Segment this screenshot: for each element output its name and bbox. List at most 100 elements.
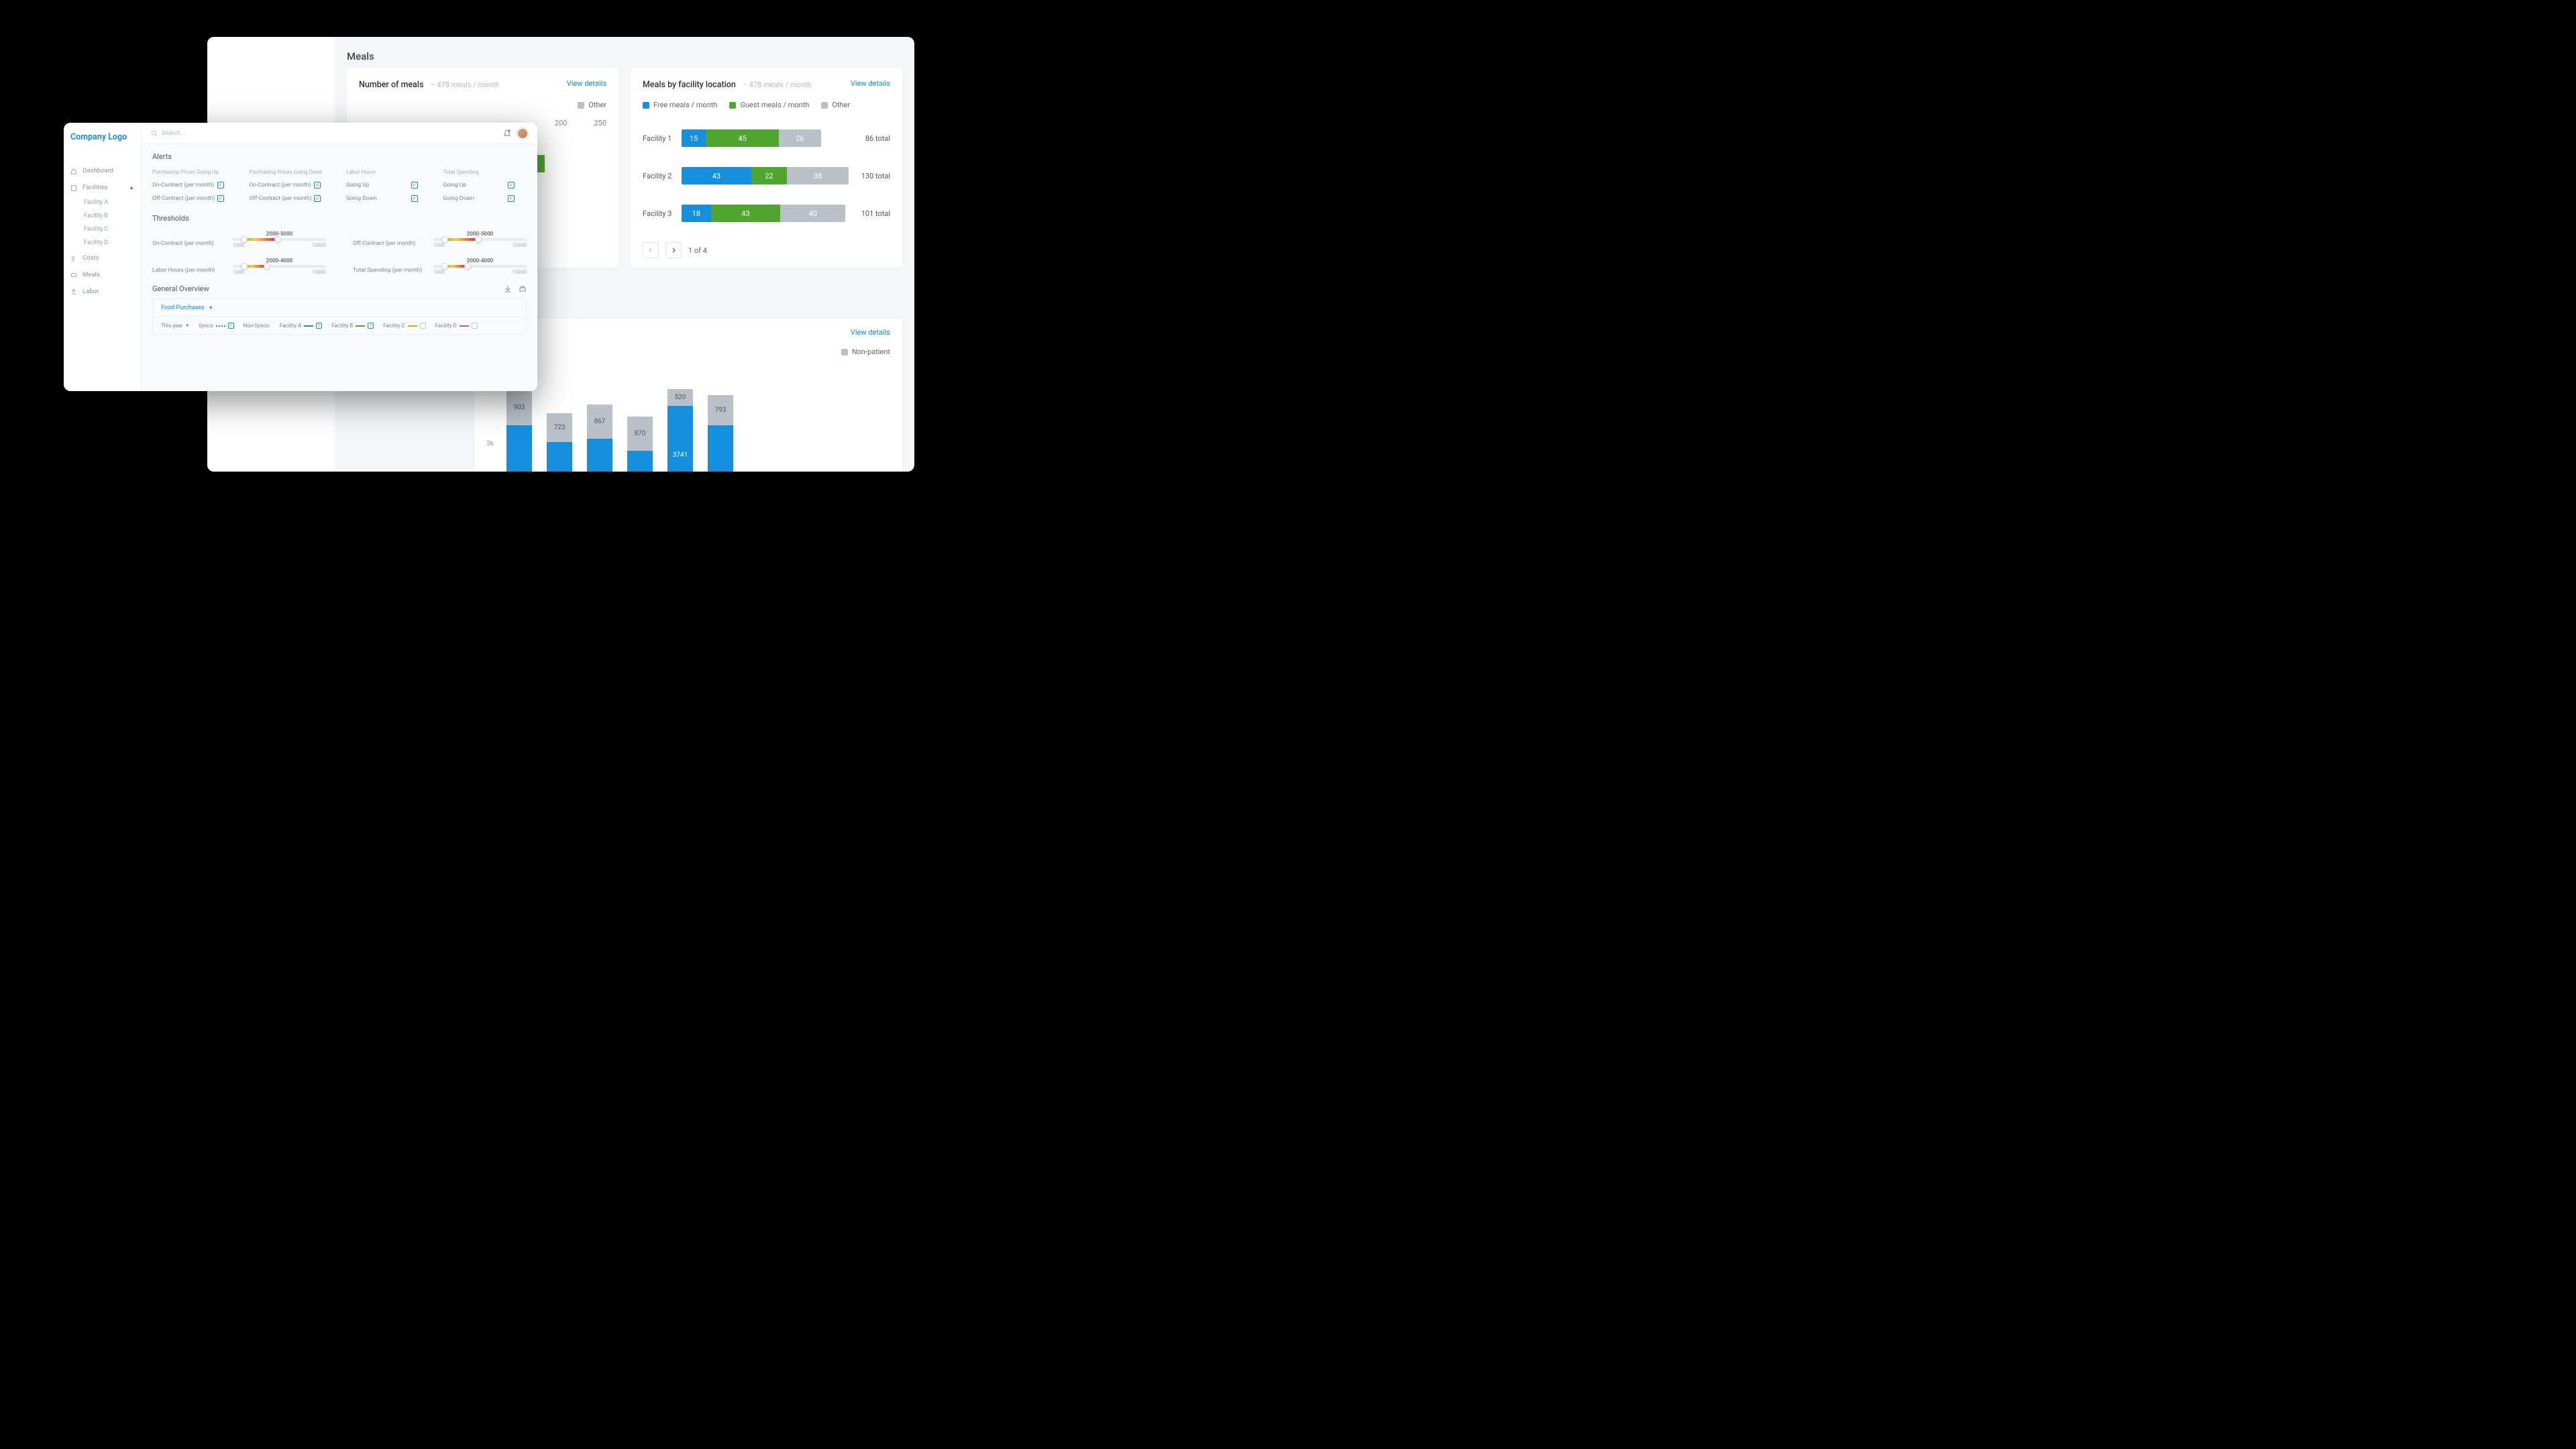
caret-down-icon: ▼ [185, 323, 189, 328]
slider-thumb-right[interactable] [475, 236, 482, 243]
bar-top-segment: 870 [627, 417, 653, 450]
alert-row: On-Contract (per month)✓ [250, 182, 333, 189]
slider-track[interactable] [233, 265, 326, 268]
slider-thumb-left[interactable] [441, 236, 448, 243]
overview-dropdown-box: Food Purchases ▼ This year ▼ Sysco✓Non-S… [152, 299, 527, 335]
section-meals-title: Meals [335, 37, 914, 68]
home-icon [70, 168, 77, 174]
filter-swatch [216, 325, 225, 327]
slider-range-label: 2000-4000 [233, 258, 326, 264]
slider-thumb-right[interactable] [264, 263, 270, 270]
threshold-item: Labor Hours (per month) 2000-4000 100010… [152, 258, 326, 275]
facility-label: Facility 2 [643, 172, 682, 180]
bell-icon[interactable] [502, 129, 512, 138]
filter-checkbox[interactable]: ✓ [316, 323, 322, 329]
filter-checkbox[interactable] [472, 323, 478, 329]
bar-column: 793 [708, 383, 733, 472]
filter-item[interactable]: Sysco✓ [199, 323, 233, 329]
filter-checkbox[interactable]: ✓ [228, 323, 234, 329]
threshold-label: Total Spending (per month) [353, 267, 427, 274]
bar-segment: 18 [682, 205, 711, 222]
filter-row: This year ▼ Sysco✓Non-Sysco:Facility A✓F… [153, 317, 526, 334]
bar-segment: 45 [706, 129, 779, 147]
bar-bottom-segment: 3741 [667, 406, 693, 472]
slider-thumb-left[interactable] [441, 263, 448, 270]
search-input[interactable]: Search … [151, 130, 497, 137]
nav-labor[interactable]: Labor [70, 283, 134, 300]
avatar[interactable] [517, 128, 528, 139]
slider-range-label: 2000-5000 [433, 231, 527, 237]
slider-thumb-left[interactable] [241, 236, 248, 243]
slider-thumb-left[interactable] [241, 263, 248, 270]
slider-track[interactable] [233, 238, 326, 241]
bar-column: 903 [506, 383, 532, 472]
nav-facility-d[interactable]: Facility D [70, 236, 134, 250]
bar-top-segment: 520 [667, 389, 693, 406]
slider-thumb-right[interactable] [464, 263, 471, 270]
caret-down-icon: ▼ [209, 305, 213, 311]
page-prev-button[interactable] [643, 242, 659, 258]
checkbox[interactable]: ✓ [314, 195, 321, 202]
card-title: Number of meals [359, 80, 424, 90]
company-logo: Company Logo [70, 132, 134, 142]
nav-dashboard[interactable]: Dashboard [70, 162, 134, 179]
filter-swatch [356, 325, 365, 327]
legend-nonpatient: Non-patient [841, 347, 890, 356]
slider-thumb-right[interactable] [274, 236, 281, 243]
nav-meals[interactable]: Meals [70, 266, 134, 283]
nav-facility-c[interactable]: Facility C [70, 223, 134, 236]
nav-facility-b[interactable]: Facility B [70, 209, 134, 223]
filter-item[interactable]: Facility A✓ [280, 323, 322, 329]
chart-y-axis: 2k 3k 4k [486, 383, 494, 472]
facility-row: Facility 3 184340 101 total [643, 205, 890, 222]
caret-up-icon: ▲ [129, 184, 134, 191]
filter-checkbox[interactable] [420, 323, 426, 329]
threshold-label: Labor Hours (per month) [152, 267, 226, 274]
legend-other: Other [821, 101, 850, 109]
checkbox[interactable]: ✓ [411, 195, 418, 202]
facility-bar: 184340 [682, 205, 845, 222]
nav-facility-a[interactable]: Facility A [70, 196, 134, 209]
download-icon[interactable] [504, 285, 512, 293]
bar-column: 867 [587, 383, 612, 472]
checkbox[interactable]: ✓ [314, 182, 321, 189]
filter-item[interactable]: Facility B✓ [331, 323, 374, 329]
nav-costs[interactable]: $ Costs [70, 250, 134, 266]
legend-swatch [841, 349, 848, 356]
bar-segment: 43 [682, 167, 751, 184]
print-icon[interactable] [519, 285, 527, 293]
filter-checkbox[interactable]: ✓ [368, 323, 374, 329]
filter-item[interactable]: Facility D [435, 323, 478, 329]
slider-track[interactable] [433, 265, 527, 268]
threshold-item: Off-Contract (per month) 2000-5000 10001… [353, 231, 527, 248]
bar-bottom-segment [587, 439, 612, 472]
arrow-left-icon [647, 247, 654, 254]
bar-bottom-segment [708, 425, 733, 472]
food-purchases-dropdown[interactable]: Food Purchases ▼ [153, 299, 526, 317]
bar-segment: 40 [780, 205, 845, 222]
front-main: Search … Alerts Purchasing Prices Going … [142, 123, 537, 391]
filter-swatch [304, 325, 313, 327]
page-next-button[interactable] [665, 242, 682, 258]
view-details-link[interactable]: View details [851, 79, 890, 88]
facility-total: 130 total [849, 172, 890, 180]
checkbox[interactable]: ✓ [217, 182, 224, 189]
filter-item[interactable]: Facility C [383, 323, 425, 329]
bar-top-segment: 723 [547, 413, 572, 442]
checkbox[interactable]: ✓ [411, 182, 418, 189]
slider-track[interactable] [433, 238, 527, 241]
view-details-link[interactable]: View details [851, 328, 890, 337]
checkbox[interactable]: ✓ [508, 182, 515, 189]
view-details-link[interactable]: View details [567, 79, 606, 88]
checkbox[interactable]: ✓ [217, 195, 224, 202]
facility-row: Facility 2 432238 130 total [643, 167, 890, 184]
facility-label: Facility 1 [643, 134, 682, 143]
alert-row: On-Contract (per month)✓ [152, 182, 236, 189]
year-dropdown[interactable]: This year ▼ [161, 323, 189, 329]
alert-row: Off-Contract (per month)✓ [250, 195, 333, 202]
bar-top-segment: 793 [708, 395, 733, 425]
nav-facilities[interactable]: Facilities ▲ [70, 179, 134, 196]
bar-segment: 22 [751, 167, 787, 184]
front-sidebar: Company Logo Dashboard Facilities ▲ Faci… [64, 123, 142, 391]
checkbox[interactable]: ✓ [508, 195, 515, 202]
